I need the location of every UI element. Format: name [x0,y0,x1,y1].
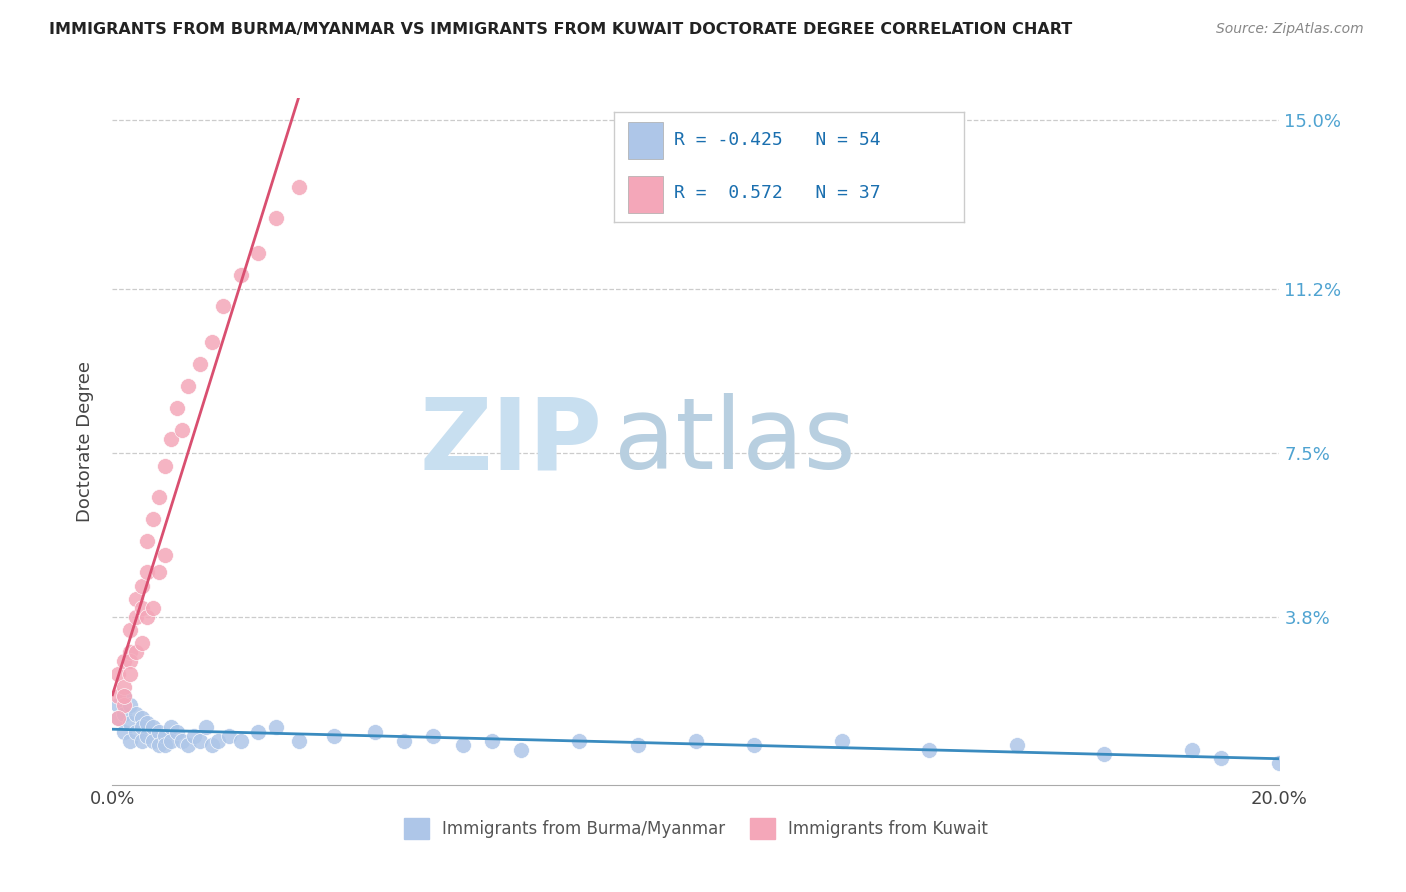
Point [148,724,170,739]
Y-axis label: Doctorate Degree: Doctorate Degree [76,361,94,522]
Point [509,742,531,756]
Point [1094,747,1116,761]
Point [364,724,387,739]
Point [118,645,141,659]
Point [148,738,170,752]
Point [568,733,591,747]
Point [201,334,224,349]
Point [131,600,153,615]
Point [112,654,135,668]
Point [229,268,252,283]
Point [451,738,474,752]
Point [831,733,853,747]
Point [136,534,159,549]
Legend: Immigrants from Burma/Myanmar, Immigrants from Kuwait: Immigrants from Burma/Myanmar, Immigrant… [396,812,995,846]
Point [288,179,311,194]
Point [288,733,311,747]
Point [264,211,287,225]
Point [1209,751,1232,765]
Point [131,578,153,592]
Point [207,733,229,747]
Point [194,720,217,734]
Point [627,738,650,752]
Point [107,667,129,681]
Point [136,609,159,624]
Point [142,600,165,615]
Point [1181,742,1204,756]
Point [166,724,188,739]
Text: IMMIGRANTS FROM BURMA/MYANMAR VS IMMIGRANTS FROM KUWAIT DOCTORATE DEGREE CORRELA: IMMIGRANTS FROM BURMA/MYANMAR VS IMMIGRA… [49,22,1073,37]
Point [247,724,270,739]
Point [148,566,170,580]
Point [107,698,129,713]
Point [136,715,159,730]
Point [112,690,135,704]
Point [201,738,224,752]
Point [125,609,148,624]
Text: ZIP: ZIP [420,393,603,490]
Point [172,424,194,438]
Point [107,711,129,725]
Point [112,707,135,722]
Point [131,711,153,725]
Point [107,690,129,704]
Point [118,654,141,668]
Point [118,667,141,681]
Point [153,738,176,752]
Point [394,733,416,747]
Point [160,733,183,747]
Point [918,742,941,756]
Point [136,566,159,580]
Point [160,720,183,734]
Point [148,490,170,504]
Point [742,738,765,752]
Point [153,458,176,473]
Point [118,623,141,637]
Point [125,707,148,722]
Point [212,299,235,313]
Point [153,548,176,562]
Point [125,724,148,739]
Point [142,512,165,526]
Point [218,729,240,743]
Point [188,357,211,371]
Point [131,720,153,734]
Point [183,729,205,743]
Point [188,733,211,747]
Point [481,733,503,747]
Point [153,729,176,743]
Point [422,729,444,743]
Point [107,711,129,725]
Point [1005,738,1028,752]
Point [166,401,188,416]
Point [160,433,183,447]
Point [136,729,159,743]
Point [112,698,135,713]
Text: Source: ZipAtlas.com: Source: ZipAtlas.com [1216,22,1364,37]
Point [142,733,165,747]
Point [177,738,200,752]
Point [323,729,346,743]
Point [685,733,707,747]
Text: atlas: atlas [614,393,856,490]
Point [125,591,148,606]
Point [131,636,153,650]
Point [131,733,153,747]
Point [112,724,135,739]
Point [118,698,141,713]
Point [264,720,287,734]
Point [118,715,141,730]
Point [112,681,135,695]
Point [125,645,148,659]
Point [172,733,194,747]
Point [142,720,165,734]
Point [112,690,135,704]
Point [118,733,141,747]
Point [247,246,270,260]
Point [177,379,200,393]
Point [229,733,252,747]
Point [1268,756,1291,770]
